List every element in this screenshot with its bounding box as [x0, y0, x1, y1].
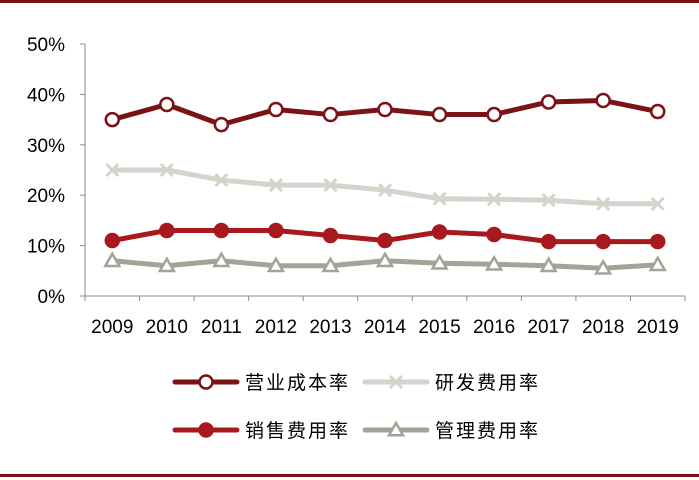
x-tick-label: 2017 — [527, 317, 569, 338]
y-tick-label: 40% — [27, 85, 65, 106]
data-point — [159, 222, 175, 239]
data-point — [432, 191, 447, 206]
x-marker-stroke — [596, 196, 611, 211]
x-marker-stroke — [105, 162, 120, 178]
data-point — [104, 232, 121, 249]
data-point — [268, 222, 284, 239]
data-point — [487, 192, 502, 207]
data-point — [157, 256, 176, 273]
data-point — [322, 106, 339, 123]
y-tick-label: 30% — [27, 136, 65, 157]
axes: 0% 10% 20% 30% 40% 50% 2009 2010 2011 2012 2013 201… — [27, 35, 686, 338]
legend-label: 营业成本率 — [245, 372, 350, 394]
x-marker-stroke — [377, 183, 393, 198]
x-tick-label: 2014 — [364, 317, 407, 338]
data-point — [595, 233, 611, 250]
x-tick-label: 2011 — [201, 317, 242, 338]
series-2 — [105, 162, 665, 211]
legend-item-2: 研发费用率 — [362, 372, 540, 394]
series-line — [109, 167, 661, 207]
data-point — [377, 183, 393, 198]
legend-item-4: 管理费用率 — [362, 420, 540, 442]
data-point — [431, 224, 448, 240]
legend-label: 销售费用率 — [245, 420, 350, 442]
legend-label: 管理费用率 — [435, 420, 540, 442]
data-point — [103, 251, 122, 268]
data-point — [541, 193, 556, 208]
legend-marker — [388, 374, 404, 390]
y-tick-label: 10% — [27, 237, 65, 258]
data-point — [268, 101, 284, 118]
data-point — [486, 106, 502, 123]
data-point — [375, 251, 395, 268]
legend-marker — [198, 374, 214, 390]
data-point — [105, 162, 120, 178]
data-point — [539, 256, 558, 273]
x-tick-label: 2019 — [637, 317, 679, 338]
y-tick-label: 0% — [38, 287, 66, 308]
data-point — [649, 233, 666, 250]
series-1 — [104, 92, 666, 133]
data-point — [650, 196, 665, 211]
data-point — [212, 251, 231, 268]
x-marker-stroke — [214, 173, 229, 188]
data-point — [540, 94, 557, 110]
data-point — [594, 258, 613, 275]
y-tick-label: 50% — [27, 35, 65, 56]
x-tick-label: 2016 — [473, 317, 515, 338]
data-point — [430, 253, 449, 270]
x-marker-stroke — [159, 162, 174, 178]
data-point — [596, 196, 611, 211]
top-border — [0, 0, 699, 3]
data-point — [595, 92, 611, 109]
data-point — [431, 106, 448, 123]
legend-marker — [386, 420, 406, 437]
legend-marker — [198, 422, 214, 438]
x-marker-stroke — [541, 193, 556, 208]
x-tick-label: 2015 — [418, 317, 460, 338]
x-marker-stroke — [650, 196, 665, 211]
data-point — [159, 96, 175, 113]
data-point — [104, 111, 121, 128]
data-point — [540, 233, 557, 250]
legend-item-3: 销售费用率 — [172, 420, 350, 442]
data-point — [323, 178, 338, 193]
series-layer — [103, 92, 667, 275]
data-point — [214, 173, 229, 188]
x-tick-label: 2009 — [91, 317, 133, 338]
x-marker-stroke — [323, 178, 338, 193]
x-tick-label: 2012 — [255, 317, 297, 338]
data-point — [322, 227, 339, 244]
series-3 — [104, 222, 666, 250]
legend-label: 研发费用率 — [435, 372, 540, 394]
data-point — [649, 103, 666, 120]
x-tick-label: 2018 — [582, 317, 624, 338]
data-point — [159, 162, 174, 178]
data-point — [377, 232, 393, 249]
x-marker-stroke — [432, 191, 447, 206]
bottom-border — [0, 474, 699, 477]
data-point — [377, 101, 393, 118]
data-point — [266, 256, 286, 273]
x-marker-stroke — [487, 192, 502, 207]
data-point — [486, 226, 502, 243]
data-point — [484, 254, 504, 271]
x-marker-stroke — [268, 178, 283, 193]
data-point — [268, 178, 283, 193]
x-tick-label: 2013 — [309, 317, 351, 338]
data-point — [321, 256, 340, 273]
x-marker-stroke — [388, 374, 404, 390]
x-tick-label: 2010 — [146, 317, 188, 338]
series-4 — [103, 251, 667, 275]
data-point — [213, 116, 230, 133]
data-point — [648, 255, 667, 272]
legend-item-1: 营业成本率 — [172, 372, 350, 394]
y-tick-label: 20% — [27, 186, 65, 207]
data-point — [213, 222, 230, 239]
